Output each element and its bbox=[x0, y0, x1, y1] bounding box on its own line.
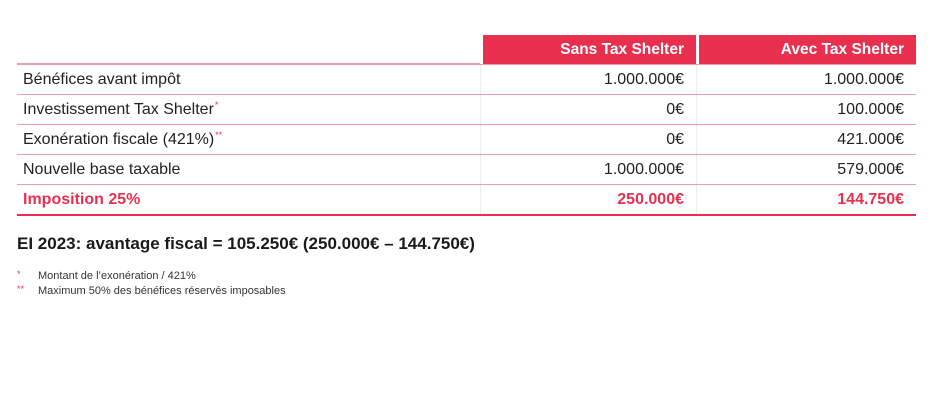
tax-comparison-table: Sans Tax Shelter Avec Tax Shelter Bénéfi… bbox=[17, 35, 916, 216]
table-header-row: Sans Tax Shelter Avec Tax Shelter bbox=[17, 35, 916, 65]
row-label-text: Bénéfices avant impôt bbox=[23, 70, 181, 88]
fiscal-advantage-summary: EI 2023: avantage fiscal = 105.250€ (250… bbox=[17, 234, 475, 253]
value-sans: 0€ bbox=[480, 125, 696, 154]
value-avec: 579.000€ bbox=[696, 155, 916, 184]
total-sans: 250.000€ bbox=[480, 185, 696, 214]
total-label: Imposition 25% bbox=[23, 190, 141, 208]
footnote-text: Montant de l’exonération / 421% bbox=[38, 270, 196, 282]
row-label-text: Nouvelle base taxable bbox=[23, 160, 181, 178]
value-avec: 421.000€ bbox=[696, 125, 916, 154]
header-empty-cell bbox=[17, 35, 480, 64]
value-sans: 1.000.000€ bbox=[480, 65, 696, 94]
header-sans-tax-shelter: Sans Tax Shelter bbox=[480, 35, 696, 64]
table-total-row: Imposition 25% 250.000€ 144.750€ bbox=[17, 185, 916, 216]
value-avec: 100.000€ bbox=[696, 95, 916, 124]
table-row: Exonération fiscale (421%) ** 0€ 421.000€ bbox=[17, 125, 916, 155]
footnote: * Montant de l’exonération / 421% bbox=[17, 270, 286, 285]
footnote: ** Maximum 50% des bénéfices réservés im… bbox=[17, 285, 286, 300]
value-avec: 1.000.000€ bbox=[696, 65, 916, 94]
footnote-symbol: ** bbox=[17, 284, 25, 294]
footnote-text: Maximum 50% des bénéfices réservés impos… bbox=[38, 285, 286, 297]
value-sans: 1.000.000€ bbox=[480, 155, 696, 184]
header-avec-tax-shelter: Avec Tax Shelter bbox=[696, 35, 916, 64]
table-row: Nouvelle base taxable 1.000.000€ 579.000… bbox=[17, 155, 916, 185]
footnote-mark: * bbox=[214, 99, 219, 110]
total-avec: 144.750€ bbox=[696, 185, 916, 214]
row-label: Investissement Tax Shelter * bbox=[17, 95, 480, 124]
table-row: Investissement Tax Shelter * 0€ 100.000€ bbox=[17, 95, 916, 125]
row-label: Bénéfices avant impôt bbox=[17, 65, 480, 94]
footnotes: * Montant de l’exonération / 421% ** Max… bbox=[17, 270, 286, 300]
footnote-mark: ** bbox=[215, 129, 223, 140]
row-label: Nouvelle base taxable bbox=[17, 155, 480, 184]
row-label: Exonération fiscale (421%) ** bbox=[17, 125, 480, 154]
table-row: Bénéfices avant impôt 1.000.000€ 1.000.0… bbox=[17, 65, 916, 95]
value-sans: 0€ bbox=[480, 95, 696, 124]
footnote-symbol: * bbox=[17, 269, 21, 279]
row-label-text: Investissement Tax Shelter bbox=[23, 100, 214, 118]
row-label-text: Exonération fiscale (421%) bbox=[23, 130, 215, 148]
